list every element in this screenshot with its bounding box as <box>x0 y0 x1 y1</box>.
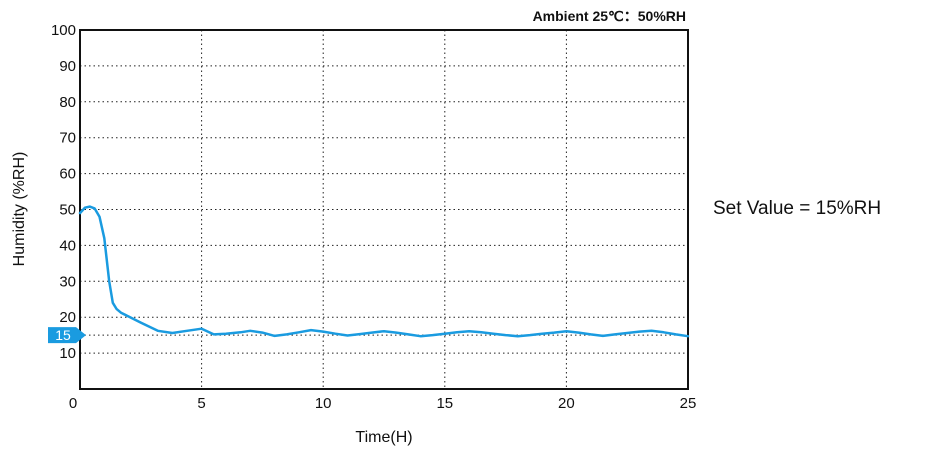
y-tick-label: 80 <box>59 94 76 111</box>
y-tick-label: 90 <box>59 58 76 75</box>
set-value-marker-label: 15 <box>55 327 71 343</box>
set-value-annotation: Set Value = 15%RH <box>713 198 882 219</box>
x-tick-labels: 0 5 10 15 20 25 <box>69 395 697 412</box>
y-tick-label: 60 <box>59 166 76 183</box>
set-value-marker-shape <box>48 327 86 344</box>
set-value-marker: 15 <box>48 327 86 344</box>
x-tick-label: 10 <box>315 395 332 412</box>
y-tick-label: 30 <box>59 273 76 290</box>
y-axis-title: Humidity (%RH) <box>11 152 28 267</box>
x-tick-label: 15 <box>436 395 453 412</box>
y-tick-label: 100 <box>51 22 76 39</box>
x-tick-label: 0 <box>69 395 77 412</box>
y-tick-label: 70 <box>59 130 76 147</box>
y-tick-label: 10 <box>59 345 76 362</box>
series-line-humidity <box>78 205 690 338</box>
y-tick-label: 50 <box>59 202 76 219</box>
chart-title: Ambient 25℃：50%RH <box>533 8 686 24</box>
grid-lines <box>80 30 688 389</box>
x-axis-title: Time(H) <box>355 429 412 446</box>
plot-frame <box>79 29 689 390</box>
y-tick-labels: 10 20 30 40 50 60 70 80 90 100 <box>51 22 76 362</box>
x-tick-label: 20 <box>558 395 575 412</box>
x-tick-label: 5 <box>197 395 205 412</box>
x-tick-label: 25 <box>680 395 697 412</box>
y-tick-label: 40 <box>59 237 76 254</box>
y-tick-label: 20 <box>59 309 76 326</box>
